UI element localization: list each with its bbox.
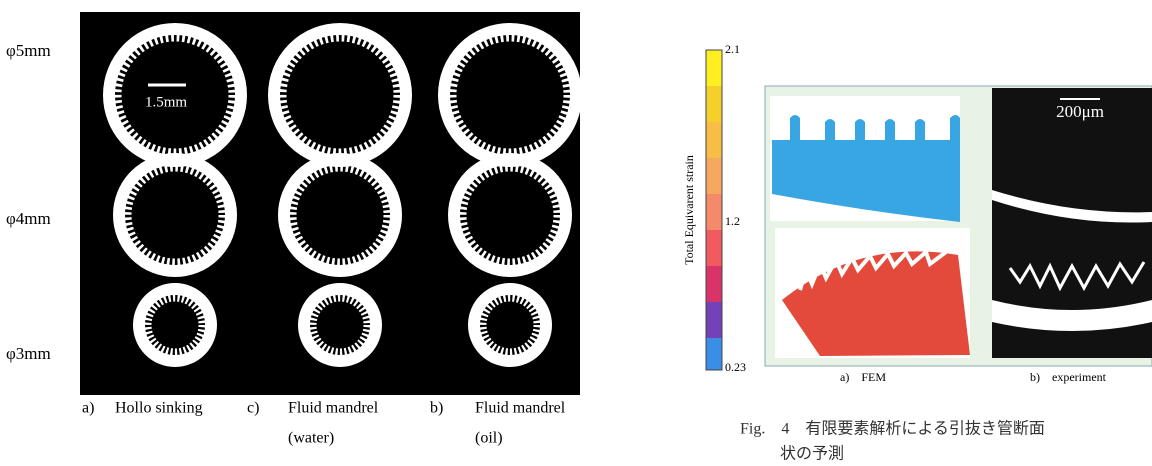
panel-label: a) FEM bbox=[840, 370, 886, 384]
caption: 状の予測 bbox=[780, 445, 844, 463]
scale-label: 1.5mm bbox=[145, 94, 187, 110]
column-label: Fluid mandrel bbox=[288, 400, 379, 417]
colorbar-tick: 2.1 bbox=[725, 42, 740, 56]
colorbar-label: Total Equivarent strain bbox=[682, 155, 696, 265]
page: 1.5mm φ5mm φ4mm φ3mm a) Hollo sinking c)… bbox=[0, 0, 1152, 466]
scale-label: 200μm bbox=[1056, 102, 1104, 121]
colorbar-tick: 1.2 bbox=[725, 214, 740, 228]
panel-label: b) experiment bbox=[1030, 370, 1107, 384]
colorbar bbox=[706, 50, 722, 370]
column-letter: c) bbox=[247, 400, 259, 417]
row-label: φ3mm bbox=[6, 344, 51, 363]
ring-photo bbox=[80, 12, 580, 395]
column-label: (water) bbox=[288, 430, 334, 447]
row-label: φ5mm bbox=[6, 41, 51, 60]
colorbar-tick: 0.23 bbox=[725, 360, 746, 374]
column-label: Fluid mandrel bbox=[475, 400, 566, 417]
caption: Fig. 4 有限要素解析による引抜き管断面 bbox=[740, 420, 1045, 438]
column-label: Hollo sinking bbox=[115, 400, 203, 417]
column-label: (oil) bbox=[475, 430, 503, 447]
column-letter: a) bbox=[82, 400, 94, 417]
row-label: φ4mm bbox=[6, 209, 51, 228]
column-letter: b) bbox=[430, 400, 443, 417]
